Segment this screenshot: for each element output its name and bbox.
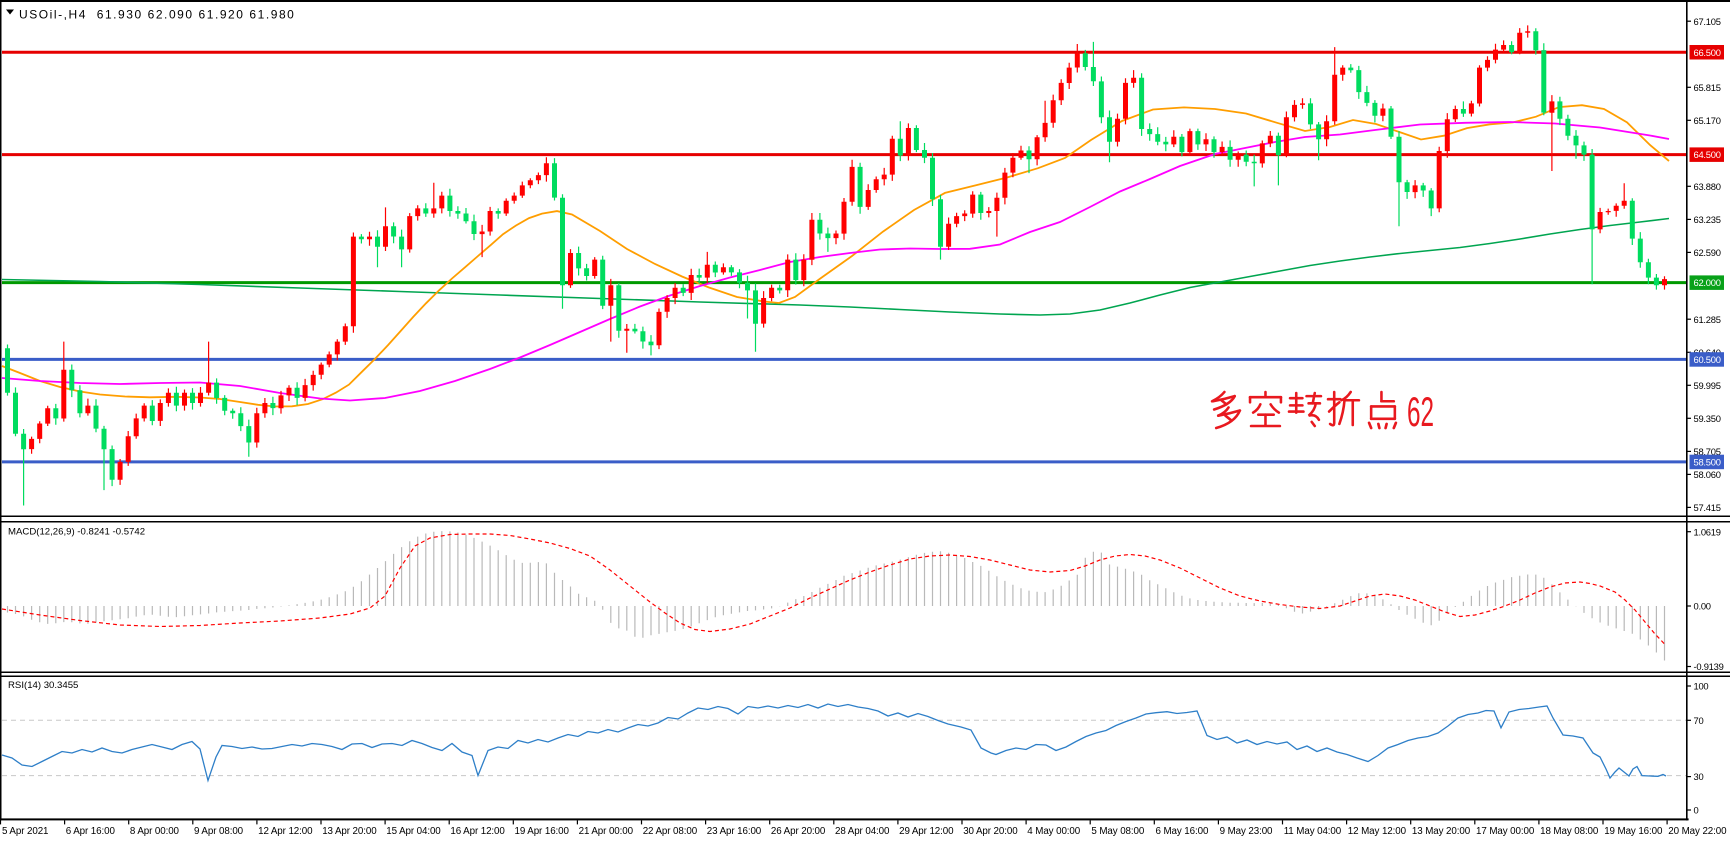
svg-text:RSI(14) 30.3455: RSI(14) 30.3455	[8, 680, 78, 691]
svg-text:62.000: 62.000	[1694, 277, 1721, 288]
svg-text:12 Apr 12:00: 12 Apr 12:00	[258, 826, 313, 837]
svg-text:19 Apr 16:00: 19 Apr 16:00	[515, 826, 570, 837]
svg-text:20 May 22:00: 20 May 22:00	[1668, 826, 1727, 837]
svg-text:6 May 16:00: 6 May 16:00	[1156, 826, 1209, 837]
svg-text:63.235: 63.235	[1694, 214, 1721, 225]
svg-text:19 May 16:00: 19 May 16:00	[1604, 826, 1663, 837]
svg-text:13 May 20:00: 13 May 20:00	[1412, 826, 1471, 837]
svg-text:9 May 23:00: 9 May 23:00	[1220, 826, 1273, 837]
svg-text:8 Apr 00:00: 8 Apr 00:00	[130, 826, 180, 837]
svg-text:13 Apr 20:00: 13 Apr 20:00	[322, 826, 377, 837]
svg-text:11 May 04:00: 11 May 04:00	[1284, 826, 1342, 837]
svg-text:22 Apr 08:00: 22 Apr 08:00	[643, 826, 698, 837]
svg-text:5 May 08:00: 5 May 08:00	[1091, 826, 1144, 837]
svg-text:30 Apr 20:00: 30 Apr 20:00	[963, 826, 1018, 837]
svg-text:MACD(12,26,9) -0.8241 -0.5742: MACD(12,26,9) -0.8241 -0.5742	[8, 527, 145, 538]
svg-text:100: 100	[1694, 681, 1709, 692]
svg-text:15 Apr 04:00: 15 Apr 04:00	[386, 826, 441, 837]
svg-text:17 May 00:00: 17 May 00:00	[1476, 826, 1535, 837]
svg-text:59.995: 59.995	[1694, 380, 1721, 391]
svg-text:29 Apr 12:00: 29 Apr 12:00	[899, 826, 954, 837]
svg-text:57.415: 57.415	[1694, 502, 1721, 513]
svg-text:0: 0	[1694, 805, 1699, 816]
svg-text:16 Apr 12:00: 16 Apr 12:00	[450, 826, 505, 837]
svg-text:9 Apr 08:00: 9 Apr 08:00	[194, 826, 244, 837]
svg-text:65.815: 65.815	[1694, 82, 1721, 93]
svg-text:4 May 00:00: 4 May 00:00	[1027, 826, 1080, 837]
svg-text:6 Apr 16:00: 6 Apr 16:00	[66, 826, 116, 837]
svg-text:63.880: 63.880	[1694, 181, 1721, 192]
svg-text:58.500: 58.500	[1694, 457, 1721, 468]
svg-text:62.590: 62.590	[1694, 247, 1721, 258]
svg-text:18 May 08:00: 18 May 08:00	[1540, 826, 1599, 837]
svg-text:58.705: 58.705	[1694, 446, 1721, 457]
svg-text:65.170: 65.170	[1694, 115, 1721, 126]
svg-text:21 Apr 00:00: 21 Apr 00:00	[579, 826, 634, 837]
svg-text:30: 30	[1694, 771, 1704, 782]
svg-text:1.0619: 1.0619	[1694, 526, 1721, 537]
svg-text:70: 70	[1694, 715, 1704, 726]
svg-text:64.500: 64.500	[1694, 149, 1721, 160]
svg-text:26 Apr 20:00: 26 Apr 20:00	[771, 826, 826, 837]
svg-text:59.350: 59.350	[1694, 413, 1721, 424]
svg-text:62: 62	[1407, 388, 1434, 435]
svg-text:5 Apr 2021: 5 Apr 2021	[2, 826, 48, 837]
svg-text:61.285: 61.285	[1694, 314, 1721, 325]
svg-text:28 Apr 04:00: 28 Apr 04:00	[835, 826, 890, 837]
svg-text:67.105: 67.105	[1694, 16, 1721, 27]
svg-text:0.00: 0.00	[1694, 601, 1711, 612]
svg-text:58.060: 58.060	[1694, 469, 1721, 480]
svg-text:USOil-,H4 61.930 62.090 61.92: USOil-,H4 61.930 62.090 61.920 61.980	[19, 8, 295, 22]
svg-text:12 May 12:00: 12 May 12:00	[1348, 826, 1407, 837]
svg-text:60.500: 60.500	[1694, 354, 1721, 365]
svg-text:23 Apr 16:00: 23 Apr 16:00	[707, 826, 762, 837]
svg-text:66.500: 66.500	[1694, 47, 1721, 58]
svg-text:-0.9139: -0.9139	[1694, 661, 1724, 672]
